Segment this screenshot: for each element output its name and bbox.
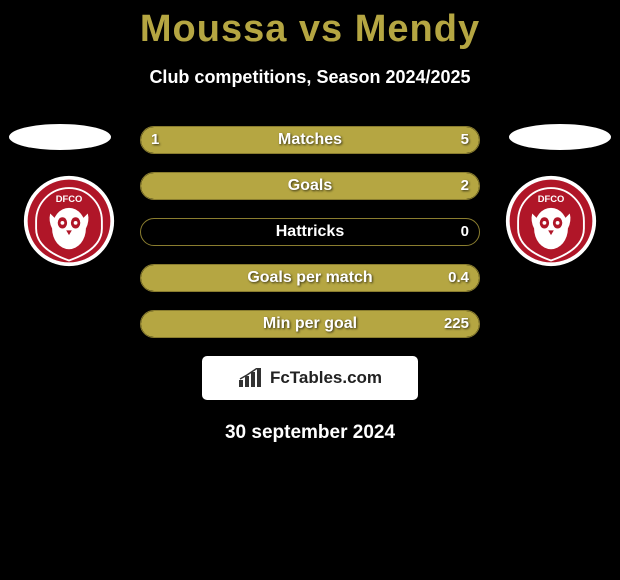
stat-row: 1Matches5 xyxy=(140,126,480,154)
stat-label: Min per goal xyxy=(141,311,479,337)
page-title: Moussa vs Mendy xyxy=(0,0,620,51)
club-badge-right: DFCO xyxy=(504,174,598,268)
stat-value-right: 5 xyxy=(461,127,469,153)
dfco-badge-icon: DFCO xyxy=(22,174,116,268)
stat-label: Matches xyxy=(141,127,479,153)
stat-row: Hattricks0 xyxy=(140,218,480,246)
subtitle: Club competitions, Season 2024/2025 xyxy=(0,67,620,88)
dfco-badge-icon: DFCO xyxy=(504,174,598,268)
stats-container: 1Matches5 Goals2 Hattricks0 Goals per match… xyxy=(140,126,480,338)
club-badge-left: DFCO xyxy=(22,174,116,268)
stat-value-right: 2 xyxy=(461,173,469,199)
stat-row: Min per goal225 xyxy=(140,310,480,338)
date-text: 30 september 2024 xyxy=(0,422,620,444)
player-ellipse-left xyxy=(9,124,111,150)
brand-box[interactable]: FcTables.com xyxy=(202,356,418,400)
stat-value-right: 0 xyxy=(461,219,469,245)
stat-value-right: 0.4 xyxy=(448,265,469,291)
stat-row: Goals per match0.4 xyxy=(140,264,480,292)
stat-value-right: 225 xyxy=(444,311,469,337)
stat-row: Goals2 xyxy=(140,172,480,200)
brand-chart-icon xyxy=(238,368,264,388)
stat-label: Goals xyxy=(141,173,479,199)
stat-label: Hattricks xyxy=(141,219,479,245)
player-ellipse-right xyxy=(509,124,611,150)
svg-text:DFCO: DFCO xyxy=(56,193,83,204)
svg-text:DFCO: DFCO xyxy=(538,193,565,204)
stat-label: Goals per match xyxy=(141,265,479,291)
brand-text: FcTables.com xyxy=(270,368,382,388)
